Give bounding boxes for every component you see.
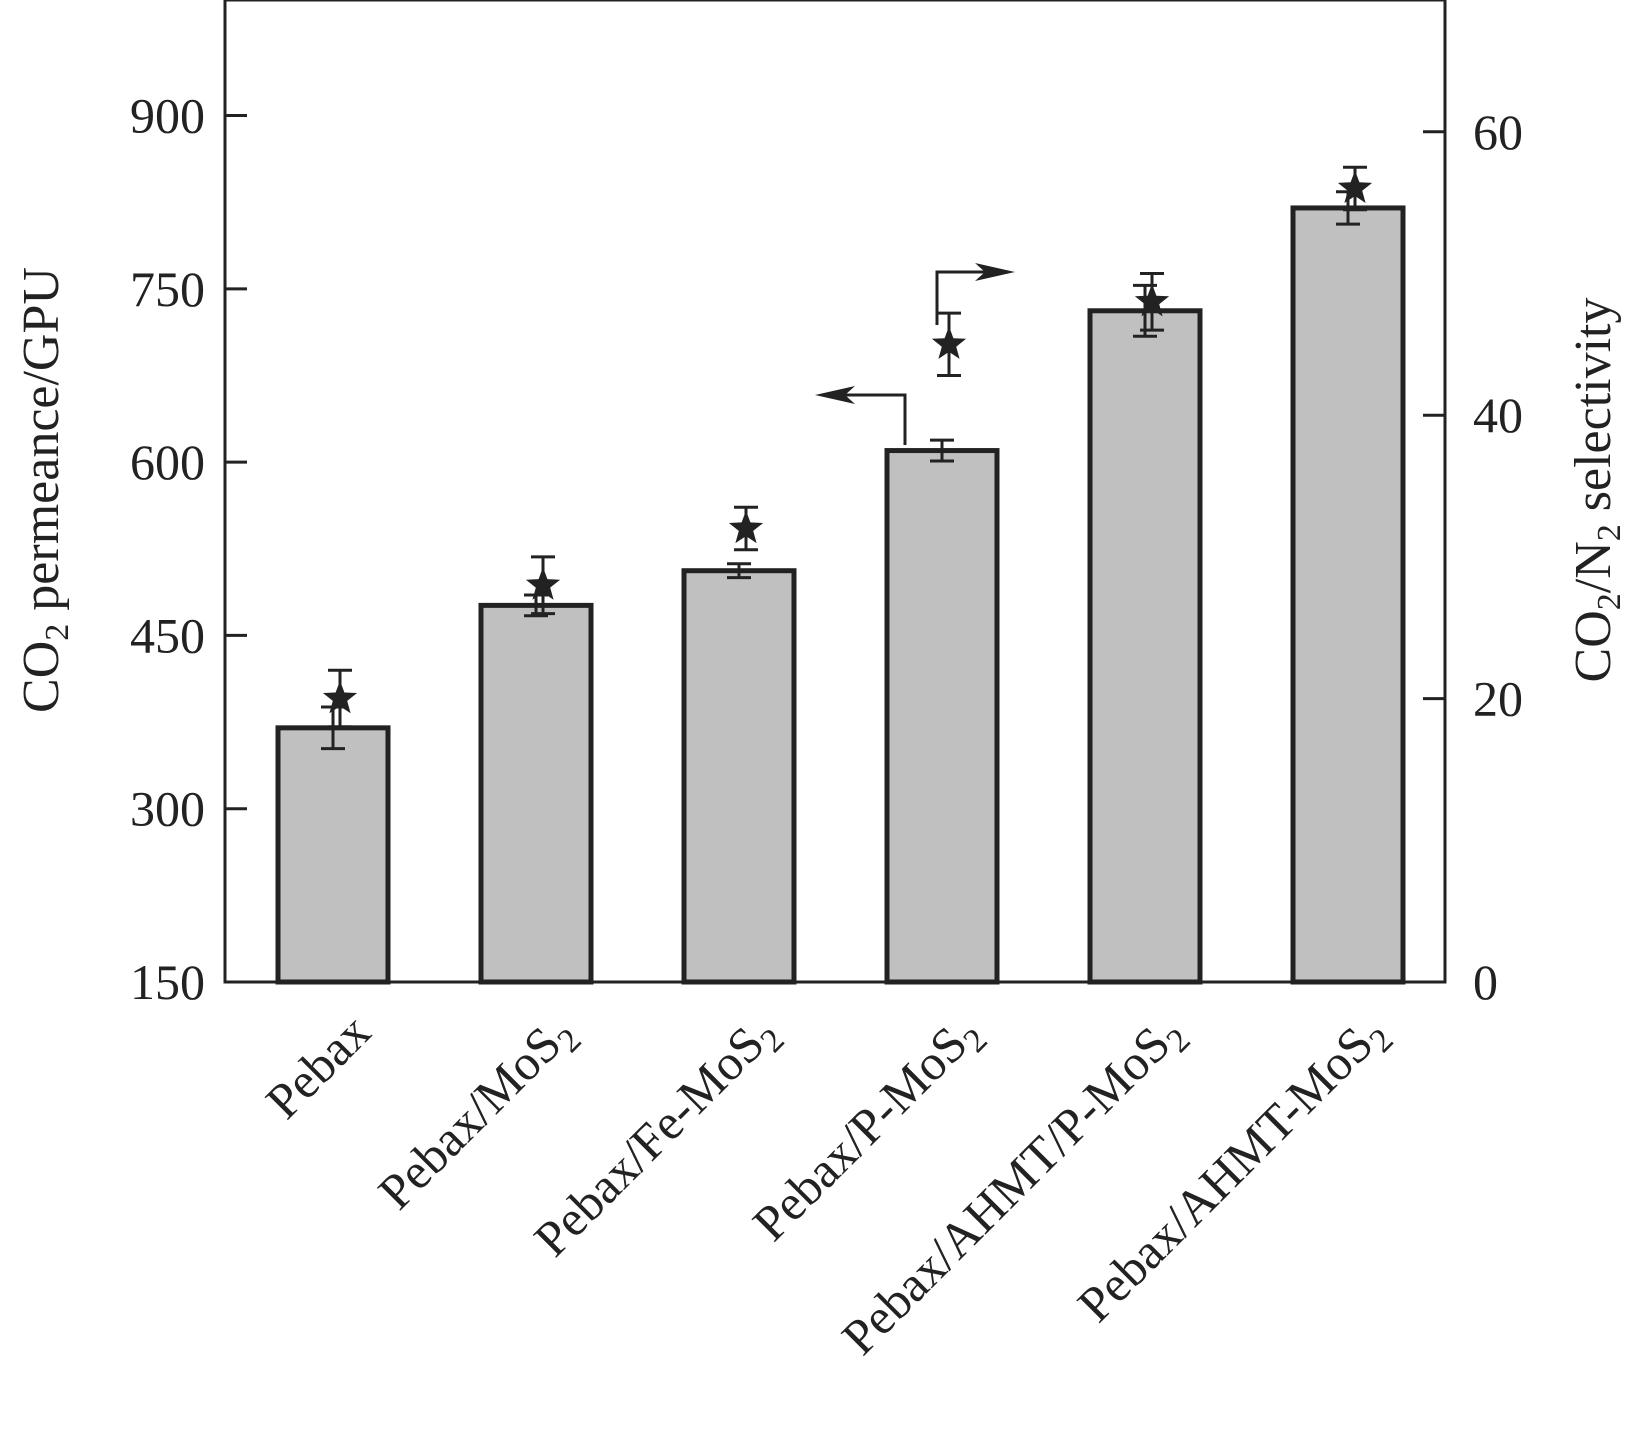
star-point-5 (1337, 170, 1373, 203)
star-point-2 (728, 510, 764, 544)
right-axis: 0 20 40 60 (1423, 104, 1523, 1010)
star-point-3 (931, 326, 967, 359)
bar-5 (1290, 205, 1406, 985)
bar-0 (275, 725, 391, 985)
left-tick-label-5: 900 (130, 88, 205, 144)
left-tick-label-0: 150 (130, 954, 205, 1010)
bars (275, 190, 1406, 985)
left-tick-label-2: 450 (130, 607, 205, 663)
star-point-0 (322, 680, 358, 714)
right-tick-label-3: 60 (1473, 104, 1523, 160)
bar-1 (478, 602, 594, 985)
left-tick-label-4: 750 (130, 261, 205, 317)
selectivity-points (322, 165, 1373, 729)
star-point-4 (1134, 283, 1170, 317)
annotation-arrow-right (935, 263, 1015, 325)
left-axis-title: CO2 permeance/GPU (13, 267, 76, 713)
annotation-arrow-left (815, 386, 907, 445)
bar-2 (681, 568, 797, 985)
category-label-0: Pebax (255, 1003, 381, 1129)
right-tick-label-2: 40 (1473, 387, 1523, 443)
left-tick-label-3: 600 (130, 434, 205, 490)
star-point-1 (525, 567, 561, 600)
right-axis-title: CO2/N2 selectivity (1565, 298, 1628, 683)
bar-4 (1087, 308, 1203, 985)
right-tick-label-1: 20 (1473, 671, 1523, 727)
right-tick-label-0: 0 (1473, 954, 1498, 1010)
category-labels: PebaxPebax/MoS2Pebax/Fe-MoS2Pebax/P-MoS2… (255, 1003, 1401, 1370)
left-tick-label-1: 300 (130, 781, 205, 837)
category-label-1: Pebax/MoS2 (367, 1003, 589, 1225)
left-axis: 150 300 450 600 750 900 (130, 88, 247, 1010)
bar-3 (884, 448, 1000, 985)
category-label-4: Pebax/AHMT/P-MoS2 (831, 1003, 1198, 1370)
plot-frame (223, 0, 1447, 984)
